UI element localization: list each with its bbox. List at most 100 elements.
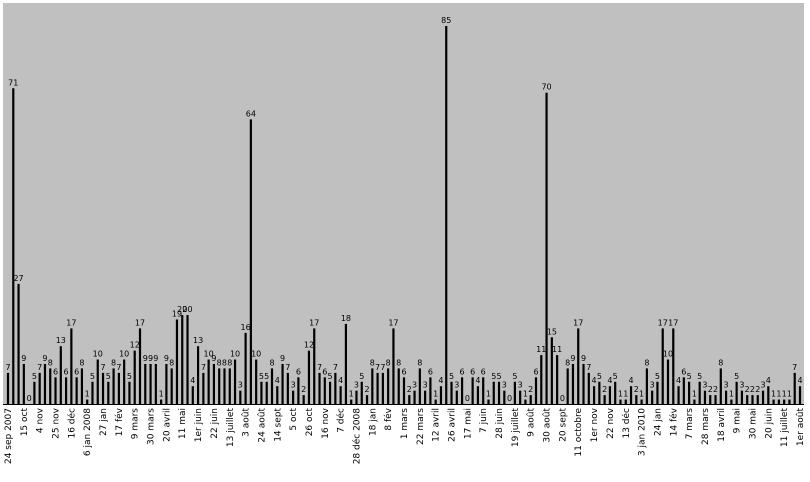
data-label: 8 <box>227 358 232 367</box>
bar <box>175 319 179 404</box>
bar <box>91 381 94 404</box>
bar <box>38 372 41 404</box>
bar <box>117 372 120 404</box>
bar <box>302 395 305 404</box>
bar <box>123 359 126 404</box>
bar <box>133 350 136 404</box>
bar <box>318 372 321 404</box>
bar <box>740 390 744 404</box>
bar <box>307 350 311 404</box>
bar <box>43 363 47 404</box>
data-label: 6 <box>53 367 58 376</box>
bar <box>629 386 633 404</box>
bar <box>698 381 701 404</box>
bar <box>149 363 152 404</box>
data-label: 70 <box>541 83 551 92</box>
bar <box>608 386 612 404</box>
data-label: 85 <box>441 16 451 25</box>
x-tick-label: 22 mars <box>416 408 426 445</box>
bar <box>334 372 337 404</box>
data-label: 7 <box>5 363 10 372</box>
bar <box>255 359 258 404</box>
x-tick-label: 15 oct <box>20 408 30 437</box>
bar <box>281 363 284 404</box>
bar <box>651 390 654 404</box>
data-label: 4 <box>628 376 633 385</box>
data-label: 5 <box>90 372 95 381</box>
x-tick-label: 14 sept <box>273 408 283 442</box>
x-tick-label: 26 oct <box>305 408 315 437</box>
bar <box>402 377 406 404</box>
data-label: 2 <box>745 385 750 394</box>
data-label: 5 <box>127 372 132 381</box>
data-label: 5 <box>264 372 269 381</box>
x-tick-label: 17 fév <box>114 407 125 436</box>
x-tick-label: 9 mars <box>131 408 141 440</box>
x-tick-labels-layer: 24 sep 2007 15 oct 4 nov 25 nov 16 déc 6 jan … <box>4 407 806 464</box>
bar <box>276 386 279 404</box>
bar <box>534 377 538 404</box>
data-label: 10 <box>119 350 129 359</box>
data-label: 9 <box>581 354 586 363</box>
data-label: 1 <box>729 390 734 399</box>
data-label: 11 <box>552 345 562 354</box>
data-label: 9 <box>148 354 153 363</box>
data-label: 1 <box>692 390 697 399</box>
data-label: 7 <box>116 363 121 372</box>
bar <box>798 386 802 404</box>
data-label: 8 <box>396 358 401 367</box>
data-label: 4 <box>797 376 802 385</box>
bar <box>519 390 522 404</box>
bar <box>735 381 738 404</box>
data-label: 4 <box>475 376 480 385</box>
data-label: 4 <box>766 376 771 385</box>
x-tick-label: 1er nov <box>590 407 600 442</box>
data-label: 3 <box>739 381 744 390</box>
data-label: 20 <box>177 305 187 314</box>
x-tick-label: 6 jan 2008 <box>83 408 93 456</box>
x-tick-label: 28 mars <box>701 408 711 445</box>
bar <box>313 328 316 404</box>
bar <box>614 381 617 404</box>
bar <box>529 395 532 404</box>
data-label: 0 <box>465 394 470 403</box>
bar <box>482 377 485 404</box>
bar <box>292 390 295 404</box>
x-tick-label: 1er août <box>796 408 806 447</box>
x-tick-label: 24 août <box>257 408 267 443</box>
data-label: 9 <box>280 354 285 363</box>
data-label: 3 <box>291 381 296 390</box>
bar <box>666 359 670 404</box>
data-label: 13 <box>193 336 203 345</box>
data-label: 2 <box>407 385 412 394</box>
bar <box>450 381 453 404</box>
x-tick-label: 9 août <box>527 408 537 437</box>
bar <box>582 363 585 404</box>
data-label: 4 <box>676 376 681 385</box>
x-tick-label: 28 déc 2008 <box>351 408 362 465</box>
data-label: 5 <box>449 372 454 381</box>
data-label: 9 <box>21 354 26 363</box>
data-label: 3 <box>650 381 655 390</box>
data-label: 1 <box>787 390 792 399</box>
bar <box>492 381 495 404</box>
plot-area <box>3 3 804 404</box>
x-tick-label: 22 nov <box>606 407 616 439</box>
x-tick-label: 20 juin <box>764 408 774 439</box>
data-label: 7 <box>100 363 105 372</box>
bar <box>207 359 210 404</box>
data-label: 5 <box>106 372 111 381</box>
data-label: 6 <box>533 367 538 376</box>
bar <box>328 381 332 404</box>
data-label: 8 <box>269 358 274 367</box>
x-tick-label: 16 déc <box>66 408 77 439</box>
data-label: 5 <box>491 372 496 381</box>
bar <box>265 381 268 404</box>
data-label: 5 <box>655 372 660 381</box>
bar <box>249 119 252 404</box>
data-label: 8 <box>79 358 84 367</box>
bar <box>365 395 369 404</box>
x-tick-label: 14 fév <box>668 407 679 436</box>
x-tick-label: 11 mai <box>178 408 188 439</box>
bar <box>751 395 754 404</box>
